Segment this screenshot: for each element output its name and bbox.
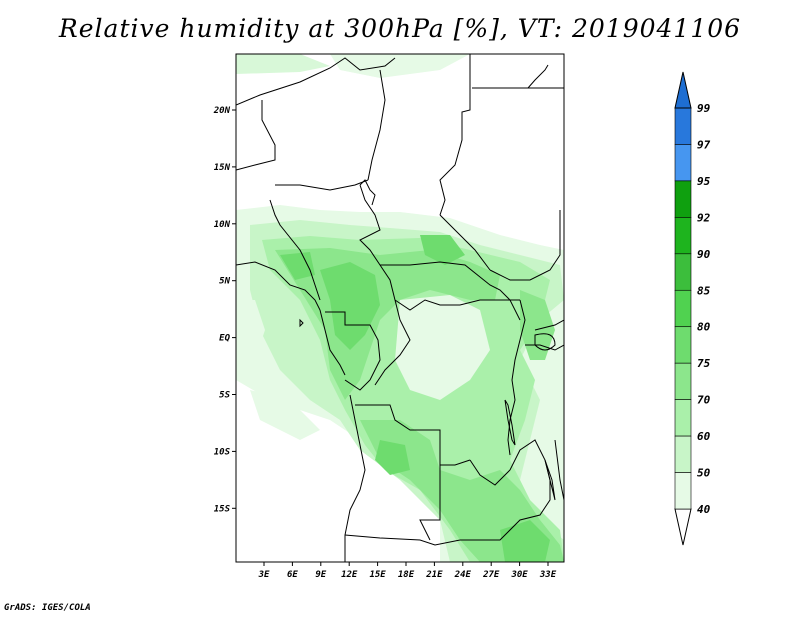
boundary-libya-chad <box>367 69 386 181</box>
boundary-congo <box>325 311 381 391</box>
lon-label: 18E <box>398 570 415 580</box>
lake-victoria <box>534 333 556 351</box>
colorbar: 99 97 95 92 90 85 80 75 70 60 50 40 <box>674 71 711 546</box>
boundary-niger-nigeria <box>236 100 276 171</box>
boundary-drc-congo <box>374 299 411 386</box>
lon-label: 12E <box>341 570 358 580</box>
lon-label: 3E <box>258 570 270 580</box>
lon-label: 24E <box>454 570 472 580</box>
colorbar-box <box>674 107 692 145</box>
boundary-niger-algeria <box>236 57 396 106</box>
rh-dry-patch-west <box>236 300 265 360</box>
colorbar-arrow-top <box>674 71 692 109</box>
lon-label: 33E <box>539 570 557 580</box>
rh-region-75-e <box>375 440 410 475</box>
colorbar-label: 95 <box>697 175 711 188</box>
map-frame <box>235 53 565 563</box>
colorbar-label: 80 <box>697 321 711 334</box>
lon-label: 15E <box>369 570 386 580</box>
colorbar-label: 90 <box>697 248 711 261</box>
colorbar-label: 60 <box>697 430 711 443</box>
lat-label: 15N <box>214 163 231 173</box>
lon-label: 21E <box>425 570 443 580</box>
colorbar-box <box>674 362 692 400</box>
colorbar-label: 75 <box>697 357 711 370</box>
colorbar-label: 97 <box>697 138 711 151</box>
lat-label: 15S <box>214 504 231 514</box>
credit-text: GrADS: IGES/COLA <box>4 603 91 613</box>
rh-region-75-b <box>280 252 315 280</box>
boundary-mozambique <box>554 439 564 501</box>
colorbar-box <box>674 253 692 291</box>
lat-label: 20N <box>213 106 231 116</box>
lat-label: EQ <box>219 334 230 344</box>
lake-tanganyika <box>504 399 516 446</box>
coast-lake-chad <box>359 179 376 206</box>
lon-label: 27E <box>482 570 500 580</box>
boundary-sudan-ss <box>489 210 561 281</box>
boundary-tanzania <box>534 319 564 331</box>
lat-label: 5S <box>219 391 230 401</box>
colorbar-box <box>674 472 692 510</box>
rh-region-75-c <box>420 235 465 265</box>
colorbar-box <box>674 399 692 437</box>
humidity-shading <box>236 54 564 562</box>
boundaries <box>236 54 564 562</box>
lake-malawi <box>544 459 556 501</box>
lon-label: 6E <box>287 570 298 580</box>
rh-region-70-east <box>520 290 555 360</box>
colorbar-label: 92 <box>697 211 711 224</box>
lat-label: 5N <box>219 277 230 287</box>
boundary-angola-zambia <box>419 465 441 541</box>
boundary-angola-drc <box>355 404 471 466</box>
colorbar-box <box>674 180 692 218</box>
lon-label: 9E <box>315 570 326 580</box>
rh-band-north-east <box>330 54 470 78</box>
boundary-libya-egypt <box>439 54 471 216</box>
boundary-chad <box>359 184 396 301</box>
colorbar-box <box>674 217 692 255</box>
chart-title: Relative humidity at 300hPa [%], VT: 201… <box>58 14 742 43</box>
boundary-car-drc <box>394 299 520 311</box>
colorbar-label: 70 <box>697 394 711 407</box>
rh-dry-patch-congo <box>395 295 490 400</box>
sinai-coast <box>527 64 549 89</box>
rh-band-north <box>236 54 330 74</box>
islands-bioko <box>299 318 304 328</box>
colorbar-arrow-bottom <box>674 508 692 546</box>
coast-gabon <box>319 309 346 376</box>
coast-west-africa <box>236 261 321 311</box>
lat-label: 10N <box>214 220 231 230</box>
rh-region-75 <box>320 262 380 350</box>
lon-label: 30E <box>510 570 528 580</box>
boundary-uganda <box>525 344 564 351</box>
colorbar-box <box>674 289 692 328</box>
rh-region-75-d <box>500 520 550 562</box>
boundary-drc-east <box>507 299 526 456</box>
colorbar-label: 40 <box>697 503 711 516</box>
latitude-axis: 20N 15N 10N 5N EQ 5S 10S 15S <box>213 106 236 514</box>
colorbar-label: 85 <box>697 284 711 297</box>
coast-angola <box>344 394 366 562</box>
boundary-chad-east <box>439 214 491 271</box>
longitude-axis: 3E 6E 9E 12E 15E 18E 21E 24E 27E 30E 33E <box>258 562 557 580</box>
colorbar-box <box>674 435 692 473</box>
colorbar-box <box>674 326 692 364</box>
rh-dry-patch-ocean <box>250 390 320 440</box>
lat-label: 10S <box>214 447 231 457</box>
colorbar-box <box>674 144 692 182</box>
colorbar-label: 99 <box>697 102 711 115</box>
boundary-niger-chad <box>275 179 369 191</box>
colorbar-label: 50 <box>697 467 711 480</box>
boundary-namibia <box>344 534 461 546</box>
boundary-nigeria-cameroon <box>269 199 321 301</box>
boundary-car <box>380 261 521 321</box>
